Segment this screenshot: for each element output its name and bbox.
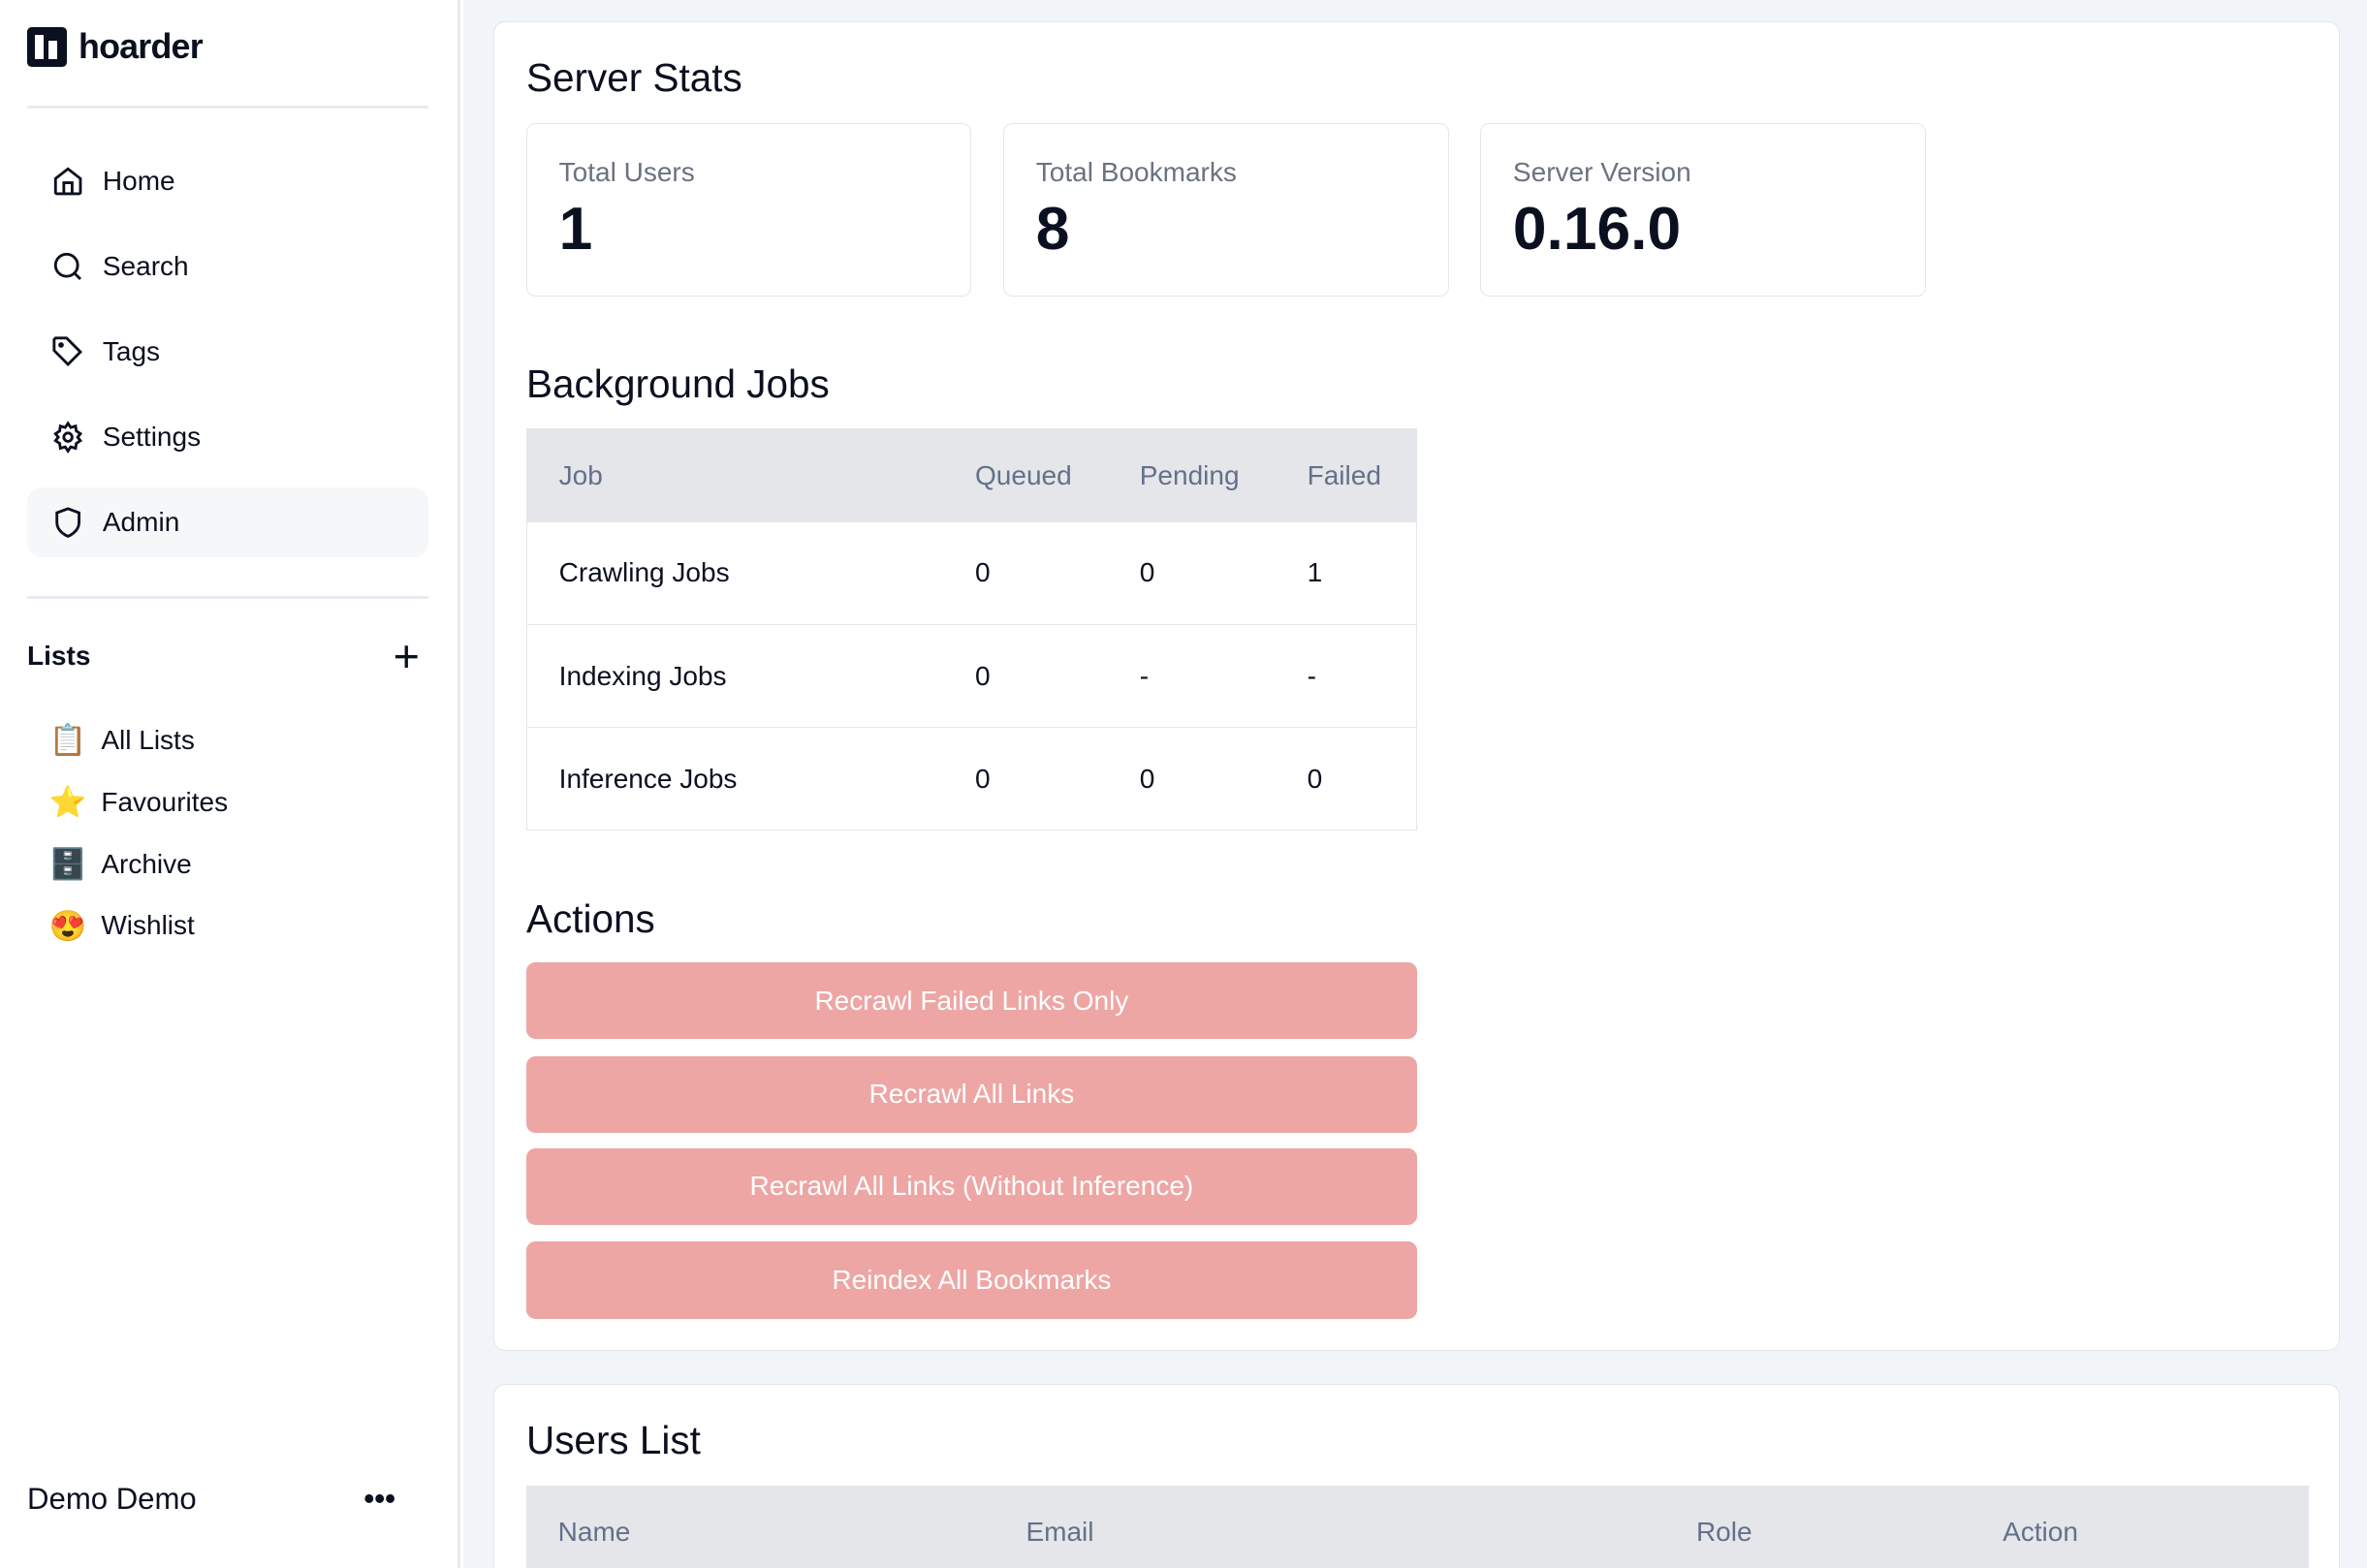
file-cabinet-icon: 🗄️ xyxy=(48,847,87,882)
sidebar-nav: Home Search Tags Settings Admin xyxy=(27,146,429,573)
list-item-archive[interactable]: 🗄️ Archive xyxy=(48,847,192,882)
main-content: Server Stats Total Users 1 Total Bookmark… xyxy=(463,0,2367,1568)
list-item-favourites[interactable]: ⭐ Favourites xyxy=(48,785,229,820)
heart-eyes-icon: 😍 xyxy=(48,908,87,943)
divider xyxy=(27,596,429,600)
recrawl-failed-button[interactable]: Recrawl Failed Links Only xyxy=(525,962,1417,1040)
lists: 📋 All Lists ⭐ Favourites 🗄️ Archive 😍 Wishli… xyxy=(48,709,228,956)
search-icon xyxy=(53,252,81,280)
logo-icon xyxy=(27,27,67,67)
admin-card: Server Stats Total Users 1 Total Bookmark… xyxy=(493,20,2340,1351)
star-icon: ⭐ xyxy=(48,785,87,820)
logo[interactable]: hoarder xyxy=(27,27,204,67)
home-icon xyxy=(53,167,82,196)
list-item-wishlist[interactable]: 😍 Wishlist xyxy=(48,908,195,943)
gear-icon xyxy=(53,420,82,454)
table-row: Crawling Jobs 0 0 1 xyxy=(526,521,1417,626)
more-options-icon[interactable]: ••• xyxy=(363,1482,396,1517)
recrawl-all-button[interactable]: Recrawl All Links xyxy=(525,1055,1417,1134)
sidebar: hoarder Home Search Tags Settings Admin … xyxy=(0,0,460,1568)
jobs-table: Job Queued Pending Failed Crawling Jobs 0 0 1 … xyxy=(525,427,1417,831)
add-list-icon[interactable]: + xyxy=(393,631,420,682)
table-header: Job Queued Pending Failed xyxy=(526,428,1417,522)
sidebar-item-settings[interactable]: Settings xyxy=(27,402,428,472)
reindex-bookmarks-button[interactable]: Reindex All Bookmarks xyxy=(525,1241,1417,1319)
recrawl-without-inference-button[interactable]: Recrawl All Links (Without Inference) xyxy=(525,1147,1417,1226)
users-list-title: Users List xyxy=(525,1418,701,1463)
sidebar-item-admin[interactable]: Admin xyxy=(27,486,429,557)
user-menu[interactable]: Demo Demo ••• xyxy=(27,1482,428,1517)
divider xyxy=(27,106,429,110)
lists-heading: Lists xyxy=(27,641,91,672)
list-item-all-lists[interactable]: 📋 All Lists xyxy=(48,723,195,758)
stat-server-version: Server Version 0.16.0 xyxy=(1480,123,1926,298)
server-stats-title: Server Stats xyxy=(525,55,742,101)
sidebar-item-home[interactable]: Home xyxy=(27,146,428,216)
table-row: Inference Jobs 0 0 0 xyxy=(526,727,1417,831)
actions-title: Actions xyxy=(525,895,655,941)
shield-icon xyxy=(55,506,80,538)
background-jobs-title: Background Jobs xyxy=(525,361,830,407)
clipboard-icon: 📋 xyxy=(48,723,87,758)
users-card: Users List Name Email Role Action xyxy=(493,1384,2340,1568)
sidebar-item-tags[interactable]: Tags xyxy=(27,317,428,387)
user-name: Demo Demo xyxy=(27,1482,197,1517)
tag-icon xyxy=(52,336,82,366)
table-row: Indexing Jobs 0- - xyxy=(526,624,1417,729)
stat-total-users: Total Users 1 xyxy=(525,123,972,298)
sidebar-item-search[interactable]: Search xyxy=(27,232,428,301)
stat-total-bookmarks: Total Bookmarks 8 xyxy=(1003,123,1449,298)
users-table-header: Name Email Role Action xyxy=(525,1486,2310,1568)
